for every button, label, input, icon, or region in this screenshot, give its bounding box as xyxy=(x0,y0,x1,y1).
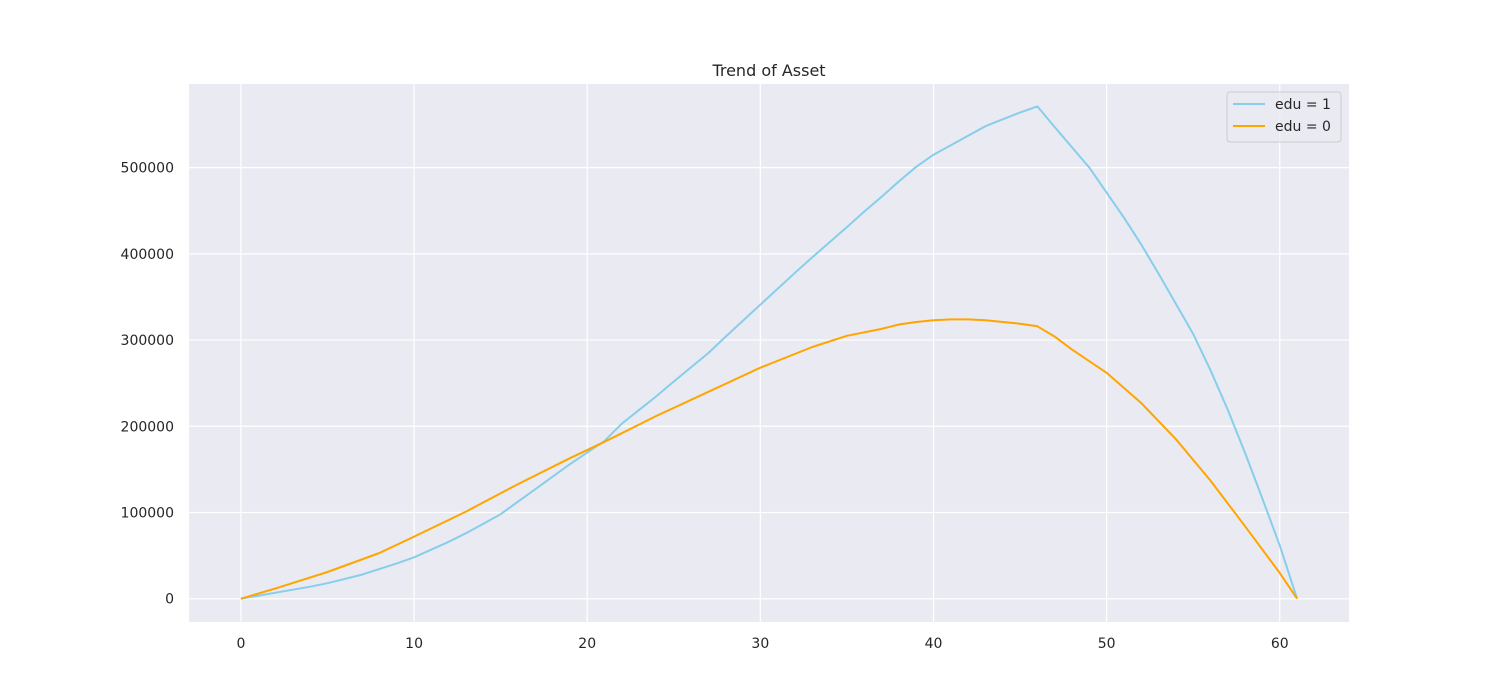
series-lines xyxy=(240,105,1299,600)
grid-lines xyxy=(189,84,1349,622)
chart-title: Trend of Asset xyxy=(711,61,825,80)
plot-background xyxy=(189,84,1349,622)
series-line-edu-1 xyxy=(240,105,1299,600)
tick-labels: 0 10 20 30 40 50 60 0 100000 200000 300000 400000 50… xyxy=(121,161,1289,652)
x-tick-label: 40 xyxy=(925,636,943,652)
legend-label-edu-1: edu = 1 xyxy=(1275,97,1331,113)
x-tick-label: 60 xyxy=(1271,636,1289,652)
y-tick-label: 200000 xyxy=(121,419,174,435)
y-tick-label: 400000 xyxy=(121,247,174,263)
x-tick-label: 10 xyxy=(405,636,423,652)
x-tick-label: 20 xyxy=(578,636,596,652)
legend-label-edu-0: edu = 0 xyxy=(1275,119,1331,135)
x-tick-label: 30 xyxy=(751,636,769,652)
legend: edu = 1 edu = 0 xyxy=(1226,91,1342,143)
y-tick-label: 300000 xyxy=(121,333,174,349)
x-tick-label: 50 xyxy=(1098,636,1116,652)
x-tick-label: 0 xyxy=(236,636,245,652)
y-tick-label: 100000 xyxy=(121,506,174,522)
y-tick-label: 500000 xyxy=(121,161,174,177)
y-tick-label: 0 xyxy=(165,592,174,608)
series-line-edu-0 xyxy=(240,318,1298,600)
